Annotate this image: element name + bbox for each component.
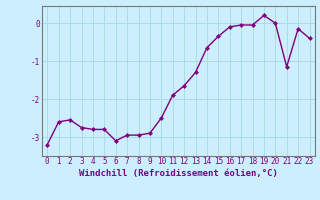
X-axis label: Windchill (Refroidissement éolien,°C): Windchill (Refroidissement éolien,°C): [79, 169, 278, 178]
